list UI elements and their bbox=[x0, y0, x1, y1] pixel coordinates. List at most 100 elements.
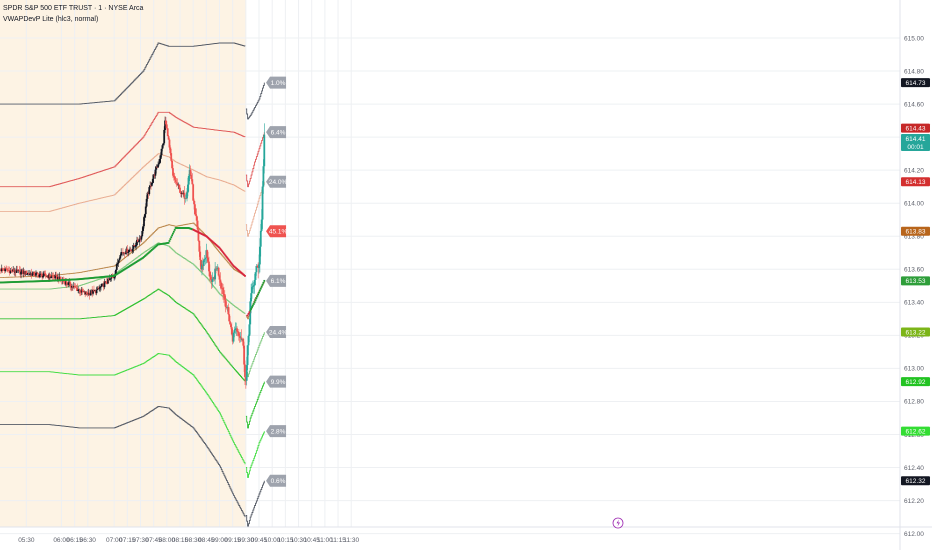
candle-body bbox=[40, 273, 43, 275]
price-tag-value: 612.32 bbox=[906, 478, 926, 485]
candle-body bbox=[223, 293, 225, 296]
candle-body bbox=[146, 192, 149, 199]
price-axis[interactable]: 615.00614.80614.60614.40614.20614.00613.… bbox=[904, 35, 924, 538]
candle-body bbox=[43, 273, 45, 276]
price-tag bbox=[901, 276, 930, 286]
candle-body bbox=[172, 168, 174, 176]
pct-label-flag bbox=[266, 175, 287, 188]
candle-body bbox=[50, 277, 52, 279]
vwap-dot bbox=[257, 293, 260, 296]
candle-body bbox=[259, 230, 262, 247]
price-tick-label: 612.40 bbox=[904, 465, 924, 472]
candle-body bbox=[187, 184, 189, 193]
candle-body bbox=[133, 244, 136, 247]
candle-body bbox=[145, 198, 148, 207]
pct-label-flag bbox=[266, 425, 287, 438]
candle-body bbox=[170, 153, 173, 161]
candle-body bbox=[52, 276, 55, 278]
band-lower3-session-2 bbox=[245, 431, 265, 478]
candle-body bbox=[244, 364, 246, 377]
candle-body bbox=[222, 287, 224, 294]
pct-label-text: 2.8% bbox=[271, 428, 286, 435]
candle-body bbox=[116, 263, 119, 265]
time-tick-label: 07:00 bbox=[106, 537, 123, 544]
band-outer-session-2 bbox=[245, 480, 265, 528]
pct-label-text: 24.4% bbox=[269, 329, 288, 336]
price-tag-countdown: 00:01 bbox=[907, 144, 924, 151]
candle-body bbox=[230, 327, 233, 335]
vwap-dot bbox=[258, 291, 260, 294]
candle-body bbox=[115, 269, 117, 275]
candle-body bbox=[103, 282, 106, 288]
candle-body bbox=[142, 226, 145, 231]
time-tick-label: 06:00 bbox=[53, 537, 70, 544]
time-tick-label: 06:15 bbox=[66, 537, 83, 544]
vwap-dot bbox=[218, 246, 221, 249]
price-tag-value: 612.62 bbox=[906, 428, 926, 435]
vwap-dot bbox=[223, 252, 225, 255]
candle-body bbox=[255, 265, 258, 273]
vwap-dot bbox=[172, 232, 174, 235]
candle-body bbox=[228, 314, 231, 322]
vwap-dot bbox=[229, 260, 231, 263]
vwap-dot bbox=[251, 306, 253, 309]
candle-body bbox=[248, 324, 251, 336]
pct-label-text: 6.1% bbox=[271, 278, 286, 285]
candle-body bbox=[251, 287, 253, 294]
candle-body bbox=[159, 155, 162, 159]
candle-body bbox=[190, 174, 193, 180]
candle-body bbox=[15, 269, 18, 273]
vwap-dot bbox=[252, 303, 255, 305]
candle-body bbox=[79, 289, 81, 293]
candle-body bbox=[203, 259, 206, 261]
candle-body bbox=[224, 299, 227, 308]
vwap-dot bbox=[224, 254, 227, 257]
candle-body bbox=[4, 268, 7, 272]
vwap-dot bbox=[223, 253, 226, 256]
symbol-title: SPDR S&P 500 ETF TRUST · 1 · NYSE Arca bbox=[3, 5, 144, 12]
candle-body bbox=[63, 281, 65, 283]
candle-body bbox=[179, 187, 181, 193]
candle-body bbox=[152, 174, 155, 179]
candle-body bbox=[251, 286, 254, 288]
vwap-dot bbox=[250, 308, 253, 310]
candle-body bbox=[201, 264, 203, 270]
candle-body bbox=[42, 275, 44, 278]
candle-body bbox=[26, 273, 29, 275]
candle-body bbox=[128, 250, 130, 252]
candle-body bbox=[119, 255, 122, 259]
candle-body bbox=[100, 286, 102, 288]
time-tick-label: 07:30 bbox=[132, 537, 149, 544]
time-tick-label: 05:30 bbox=[18, 537, 35, 544]
candle-body bbox=[211, 279, 214, 282]
price-tick-label: 613.00 bbox=[904, 366, 924, 373]
event-marker[interactable] bbox=[612, 517, 624, 529]
band-lower3-session-1 bbox=[0, 353, 246, 465]
time-tick-label: 08:15 bbox=[172, 537, 189, 544]
vwap-dot bbox=[228, 259, 231, 262]
price-tag bbox=[901, 377, 930, 387]
candle-body bbox=[236, 328, 238, 332]
time-tick-label: 07:45 bbox=[146, 537, 163, 544]
candle-body bbox=[169, 147, 172, 154]
vwap-dot bbox=[262, 281, 265, 284]
candle-body bbox=[243, 345, 245, 365]
time-tick-label: 09:15 bbox=[225, 537, 242, 544]
candle-body bbox=[98, 288, 101, 290]
price-tag-value: 614.13 bbox=[906, 179, 926, 186]
candle-body bbox=[38, 275, 41, 277]
pct-label-flag bbox=[266, 126, 287, 139]
candle-body bbox=[238, 335, 241, 338]
candle-body bbox=[54, 275, 57, 279]
candle-body bbox=[151, 182, 153, 186]
pct-label-text: 1.0% bbox=[271, 80, 286, 87]
candle-body bbox=[173, 176, 176, 180]
candle-body bbox=[126, 248, 129, 253]
candle-body bbox=[193, 200, 195, 205]
candle-body bbox=[229, 321, 231, 325]
candle-body bbox=[74, 286, 77, 288]
candle-body bbox=[253, 279, 256, 286]
candle-body bbox=[198, 240, 201, 252]
